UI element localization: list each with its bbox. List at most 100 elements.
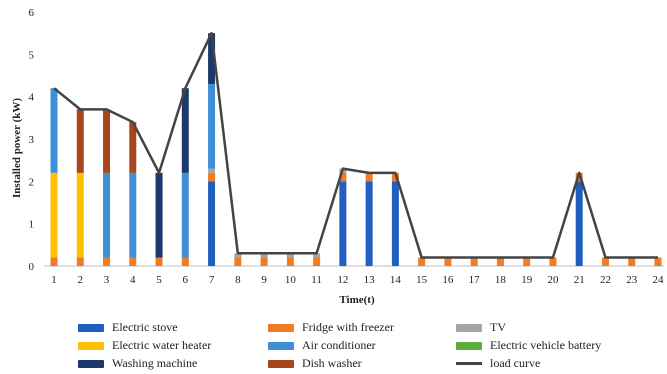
x-tick-label: 21 bbox=[574, 274, 585, 286]
x-tick-label: 22 bbox=[600, 274, 611, 286]
bar-segment bbox=[286, 253, 294, 258]
bar-segment bbox=[575, 181, 583, 266]
bar-segment bbox=[50, 257, 58, 266]
legend-label: Electric vehicle battery bbox=[490, 338, 602, 352]
legend-item: load curve bbox=[456, 356, 540, 371]
load-curve-line bbox=[53, 31, 658, 259]
legend-item: Washing machine bbox=[78, 356, 197, 371]
bar-segment bbox=[76, 172, 84, 258]
legend-swatch bbox=[268, 359, 294, 368]
legend-label: Electric stove bbox=[112, 320, 178, 334]
x-tick-label: 20 bbox=[547, 274, 559, 286]
legend-swatch bbox=[268, 341, 294, 350]
bar-segment bbox=[103, 257, 111, 266]
x-tick-label: 6 bbox=[183, 274, 189, 286]
legend-item: Electric water heater bbox=[78, 338, 211, 353]
x-axis-title: Time(t) bbox=[339, 294, 375, 306]
bar-segment bbox=[496, 257, 504, 266]
bar-segment bbox=[654, 257, 662, 266]
bar-segment bbox=[208, 33, 216, 84]
chart-bars bbox=[50, 33, 662, 266]
bar-segment bbox=[234, 253, 242, 258]
bar-segment bbox=[260, 257, 268, 266]
x-tick-label: 10 bbox=[285, 274, 297, 286]
bar-segment bbox=[391, 172, 399, 182]
bar-segment bbox=[129, 122, 137, 173]
x-tick-label: 15 bbox=[416, 274, 428, 286]
legend-line-swatch bbox=[456, 362, 482, 365]
bar-segment bbox=[549, 257, 557, 266]
bar-segment bbox=[391, 181, 399, 266]
bar-segment bbox=[129, 257, 137, 266]
x-tick-label: 1 bbox=[51, 274, 57, 286]
bar-segment bbox=[418, 257, 426, 266]
bar-segment bbox=[76, 257, 84, 266]
legend-swatch bbox=[78, 323, 104, 332]
y-tick-label: 0 bbox=[29, 261, 35, 273]
bar-segment bbox=[523, 257, 531, 266]
x-tick-label: 4 bbox=[130, 274, 136, 286]
load-curve bbox=[53, 31, 658, 259]
y-tick-label: 3 bbox=[29, 134, 35, 146]
bar-segment bbox=[50, 172, 58, 258]
chart-legend: Electric stove Fridge with freezer TV Elect… bbox=[0, 318, 667, 374]
x-tick-label: 8 bbox=[235, 274, 241, 286]
x-tick-label: 13 bbox=[364, 274, 376, 286]
x-tick-label: 7 bbox=[209, 274, 215, 286]
x-tick-label: 2 bbox=[78, 274, 84, 286]
bar-segment bbox=[339, 172, 347, 182]
bar-segment bbox=[208, 168, 216, 173]
legend-item: TV bbox=[456, 320, 506, 335]
legend-label: Fridge with freezer bbox=[302, 320, 394, 334]
bar-segment bbox=[208, 172, 216, 182]
bar-segment bbox=[444, 257, 452, 266]
legend-swatch bbox=[268, 323, 294, 332]
bar-segment bbox=[365, 172, 373, 182]
x-tick-label: 5 bbox=[156, 274, 162, 286]
legend-label: load curve bbox=[490, 356, 541, 370]
bar-segment bbox=[129, 172, 137, 258]
bar-segment bbox=[103, 172, 111, 258]
legend-label: Electric water heater bbox=[112, 338, 212, 352]
y-tick-label: 2 bbox=[29, 176, 35, 188]
y-tick-label: 4 bbox=[29, 92, 35, 104]
y-tick-label: 6 bbox=[29, 7, 35, 19]
legend-item: Dish washer bbox=[268, 356, 362, 371]
x-tick-label: 16 bbox=[442, 274, 454, 286]
bar-segment bbox=[313, 253, 321, 258]
x-tick-label: 3 bbox=[104, 274, 110, 286]
bar-segment bbox=[181, 257, 189, 266]
x-tick-label: 11 bbox=[311, 274, 322, 286]
legend-swatch bbox=[456, 323, 482, 332]
legend-swatch bbox=[78, 359, 104, 368]
bar-segment bbox=[286, 257, 294, 266]
x-tick-label: 12 bbox=[337, 274, 348, 286]
y-tick-label: 1 bbox=[29, 219, 35, 231]
legend-item: Air conditioner bbox=[268, 338, 376, 353]
bar-segment bbox=[234, 257, 242, 266]
bar-segment bbox=[601, 257, 609, 266]
x-tick-label: 19 bbox=[521, 274, 533, 286]
bar-segment bbox=[313, 257, 321, 266]
bar-segment bbox=[181, 88, 189, 173]
bar-segment bbox=[628, 257, 636, 266]
x-tick-label: 18 bbox=[495, 274, 507, 286]
bar-segment bbox=[208, 181, 216, 266]
bar-segment bbox=[260, 253, 268, 258]
x-tick-label: 23 bbox=[626, 274, 638, 286]
legend-swatch bbox=[456, 341, 482, 350]
legend-item: Electric stove bbox=[78, 320, 178, 335]
y-tick-label: 5 bbox=[29, 49, 35, 61]
legend-item: Fridge with freezer bbox=[268, 320, 394, 335]
legend-label: TV bbox=[490, 320, 506, 334]
bar-segment bbox=[103, 109, 111, 173]
x-tick-label: 14 bbox=[390, 274, 402, 286]
bar-segment bbox=[155, 257, 163, 266]
x-tick-label: 9 bbox=[261, 274, 267, 286]
bar-segment bbox=[181, 172, 189, 258]
legend-item: Electric vehicle battery bbox=[456, 338, 601, 353]
legend-label: Dish washer bbox=[302, 356, 362, 370]
bar-segment bbox=[208, 83, 216, 169]
